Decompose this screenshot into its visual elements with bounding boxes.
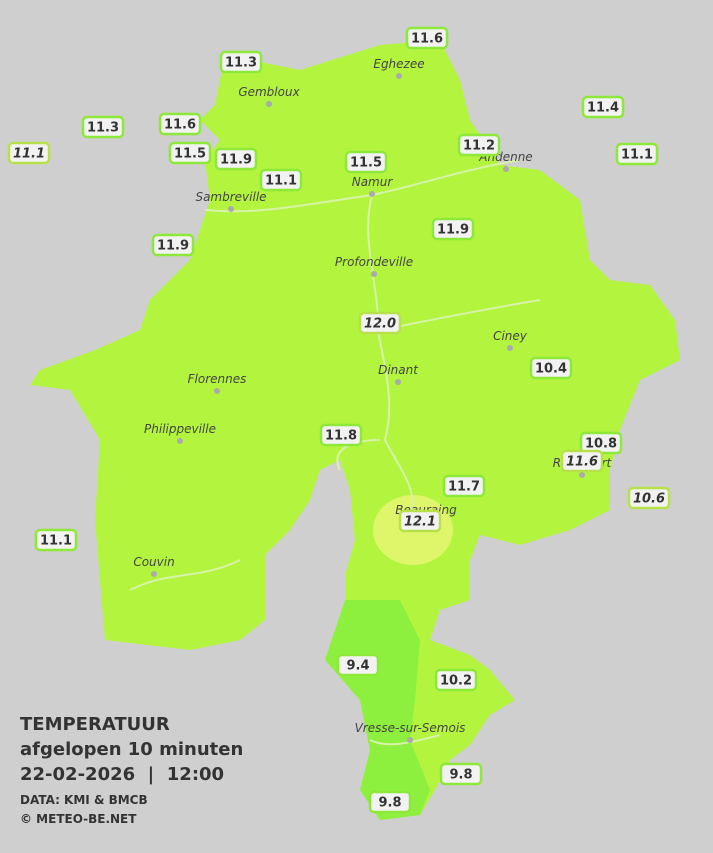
city-dot — [507, 345, 513, 351]
station-box — [81, 115, 125, 139]
station-box — [319, 423, 363, 447]
station-box — [7, 141, 51, 165]
city-dot — [369, 191, 375, 197]
station-value: 11.5 — [174, 147, 206, 162]
station-box — [214, 147, 258, 171]
station-value: 9.4 — [346, 659, 369, 674]
city-dot — [503, 166, 509, 172]
city-label: Eghezee — [373, 57, 424, 71]
station-box — [442, 474, 486, 498]
city-dot — [177, 438, 183, 444]
station-value: 11.9 — [437, 223, 469, 238]
city-dot — [371, 271, 377, 277]
station-box — [158, 112, 202, 136]
station-box — [398, 509, 442, 533]
city-label: Ciney — [493, 329, 528, 343]
station-value: 11.1 — [265, 174, 297, 189]
station-box — [615, 142, 659, 166]
station-box — [151, 233, 195, 257]
station-value: 11.4 — [587, 101, 619, 116]
city-label: Sambreville — [195, 190, 266, 204]
city-dot — [396, 73, 402, 79]
city-dot — [151, 571, 157, 577]
copyright: © METEO-BE.NET — [20, 812, 137, 826]
station-value: 11.3 — [87, 121, 119, 136]
station-box — [627, 486, 671, 510]
station-value: 9.8 — [449, 768, 472, 783]
station-value: 11.8 — [325, 429, 357, 444]
station-box — [529, 356, 573, 380]
station-box — [368, 790, 412, 814]
city-dot — [579, 472, 585, 478]
station-box — [34, 528, 78, 552]
station-box — [581, 95, 625, 119]
station-box — [168, 141, 212, 165]
station-box — [457, 133, 501, 157]
station-box — [358, 311, 402, 335]
station-value: 11.9 — [220, 153, 252, 168]
station-box — [219, 50, 263, 74]
city-label: Couvin — [133, 555, 174, 569]
timestamp: 22-02-2026 | 12:00 — [20, 764, 224, 785]
station-box — [431, 217, 475, 241]
city-dot — [395, 379, 401, 385]
station-box — [439, 762, 483, 786]
station-value: 11.1 — [621, 148, 653, 163]
station-value: 11.5 — [350, 156, 382, 171]
station-box — [434, 668, 478, 692]
station-value: 12.1 — [404, 515, 436, 530]
station-value: 10.8 — [585, 437, 617, 452]
station-box — [560, 449, 604, 473]
station-value: 12.0 — [364, 317, 396, 332]
city-label: Gembloux — [238, 85, 300, 99]
station-box — [405, 26, 449, 50]
station-value: 11.2 — [463, 139, 495, 154]
station-value: 11.6 — [164, 118, 196, 133]
city-label: Vresse-sur-Semois — [355, 721, 466, 735]
source: DATA: KMI & BMCB — [20, 793, 148, 807]
station-value: 10.6 — [633, 492, 665, 507]
station-value: 11.3 — [225, 56, 257, 71]
station-value: 11.7 — [448, 480, 480, 495]
station-value: 11.1 — [13, 147, 45, 162]
title: TEMPERATUUR — [20, 714, 170, 735]
city-label: Florennes — [188, 372, 247, 386]
city-label: Dinant — [378, 363, 419, 377]
city-dot — [266, 101, 272, 107]
city-label: Philippeville — [144, 422, 216, 436]
city-dot — [214, 388, 220, 394]
station-value: 11.1 — [40, 534, 72, 549]
station-box — [344, 150, 388, 174]
station-box — [336, 653, 380, 677]
station-value: 11.6 — [411, 32, 443, 47]
city-dot — [407, 737, 413, 743]
station-value: 9.8 — [378, 796, 401, 811]
station-box — [259, 168, 303, 192]
station-value: 11.6 — [566, 455, 598, 470]
station-value: 10.4 — [535, 362, 567, 377]
station-value: 10.2 — [440, 674, 472, 689]
city-label: Profondeville — [335, 255, 413, 269]
city-dot — [228, 206, 234, 212]
city-label: Namur — [352, 175, 394, 189]
station-value: 11.9 — [157, 239, 189, 254]
subtitle: afgelopen 10 minuten — [20, 739, 243, 760]
